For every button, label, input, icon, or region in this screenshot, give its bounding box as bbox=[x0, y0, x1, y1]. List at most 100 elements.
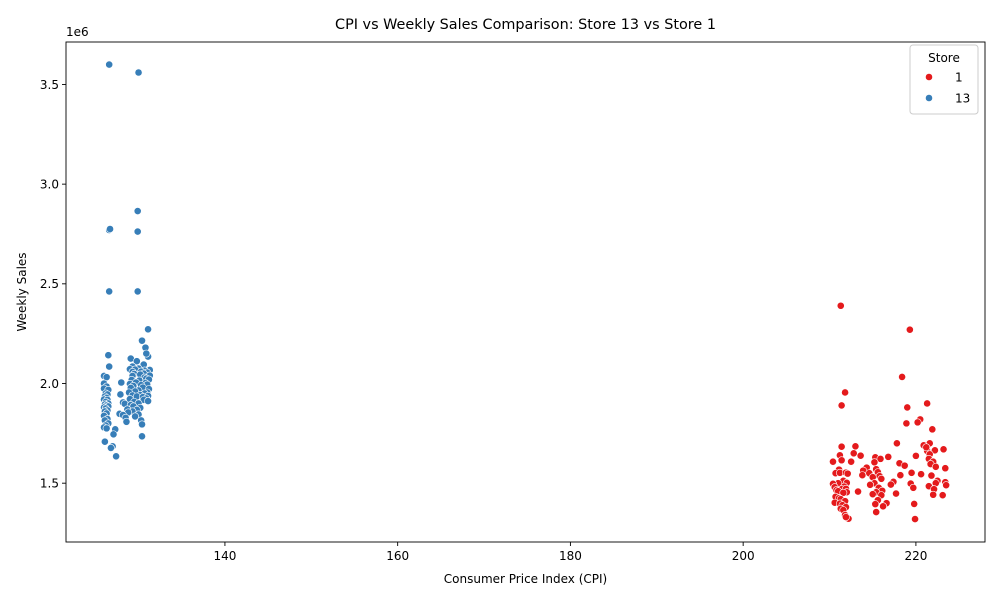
data-point-store-1 bbox=[854, 487, 862, 496]
data-point-store-13 bbox=[144, 397, 152, 405]
x-tick-label: 140 bbox=[213, 549, 236, 563]
data-point-store-1 bbox=[843, 469, 852, 478]
data-point-store-1 bbox=[836, 301, 845, 310]
data-point-store-13 bbox=[144, 325, 152, 334]
data-point-store-1 bbox=[923, 399, 932, 408]
plot-area bbox=[65, 41, 986, 543]
legend: Store 1 13 bbox=[909, 44, 979, 115]
data-point-store-1 bbox=[917, 470, 925, 479]
x-axis-ticks: 140 160 180 200 220 bbox=[213, 542, 927, 563]
data-point-store-1 bbox=[879, 502, 887, 511]
data-point-store-13 bbox=[133, 207, 142, 215]
data-point-store-1 bbox=[928, 425, 937, 434]
data-point-store-1 bbox=[856, 451, 865, 460]
data-point-store-1 bbox=[837, 442, 846, 451]
data-point-store-1 bbox=[898, 373, 906, 381]
data-point-store-13 bbox=[131, 412, 139, 421]
data-point-store-13 bbox=[104, 351, 113, 360]
data-point-store-1 bbox=[847, 457, 856, 466]
y-tick-label: 2.5 bbox=[40, 277, 59, 291]
data-point-store-13 bbox=[133, 287, 142, 296]
data-point-store-1 bbox=[931, 462, 940, 471]
data-point-store-13 bbox=[102, 424, 111, 433]
data-point-store-1 bbox=[922, 443, 931, 452]
y-axis-label: Weekly Sales bbox=[15, 252, 29, 331]
data-point-store-1 bbox=[905, 325, 914, 334]
data-point-store-13 bbox=[133, 227, 142, 236]
chart-title: CPI vs Weekly Sales Comparison: Store 13… bbox=[335, 17, 716, 33]
data-point-store-1 bbox=[907, 468, 916, 477]
data-point-store-13 bbox=[134, 68, 143, 77]
data-point-store-13 bbox=[106, 225, 114, 233]
data-point-store-13 bbox=[112, 452, 120, 461]
data-point-store-1 bbox=[941, 464, 950, 473]
data-point-store-1 bbox=[886, 480, 895, 489]
data-point-store-1 bbox=[929, 490, 938, 499]
data-point-store-1 bbox=[902, 419, 911, 428]
data-point-store-1 bbox=[872, 508, 881, 516]
data-point-store-1 bbox=[903, 403, 912, 412]
y-tick-label: 3.0 bbox=[40, 177, 59, 191]
data-point-store-1 bbox=[927, 471, 936, 480]
data-point-store-1 bbox=[871, 500, 880, 509]
data-point-store-13 bbox=[132, 357, 141, 366]
data-point-store-1 bbox=[911, 515, 919, 523]
y-axis-ticks: 1.5 2.0 2.5 3.0 3.5 bbox=[40, 78, 66, 490]
legend-marker-store-13 bbox=[925, 94, 933, 102]
legend-title: Store bbox=[928, 51, 960, 65]
data-point-store-1 bbox=[866, 480, 875, 489]
data-point-store-1 bbox=[884, 452, 893, 461]
data-point-store-13 bbox=[122, 417, 131, 426]
scatter-points bbox=[100, 60, 951, 523]
x-axis-label: Consumer Price Index (CPI) bbox=[444, 572, 607, 586]
data-point-store-1 bbox=[876, 454, 885, 463]
y-offset-label: 1e6 bbox=[66, 25, 89, 39]
data-point-store-1 bbox=[912, 451, 920, 460]
data-point-store-1 bbox=[913, 418, 922, 427]
data-point-store-1 bbox=[868, 490, 877, 499]
data-point-store-1 bbox=[841, 388, 849, 397]
y-tick-label: 1.5 bbox=[40, 476, 59, 490]
data-point-store-1 bbox=[849, 449, 858, 458]
data-point-store-13 bbox=[105, 60, 114, 69]
data-point-store-1 bbox=[837, 401, 846, 410]
data-point-store-1 bbox=[942, 481, 951, 490]
x-tick-label: 180 bbox=[559, 549, 582, 563]
data-point-store-13 bbox=[117, 378, 126, 387]
data-point-store-1 bbox=[893, 439, 901, 448]
data-point-store-1 bbox=[829, 457, 837, 466]
data-point-store-1 bbox=[851, 442, 860, 451]
data-point-store-1 bbox=[931, 446, 939, 455]
data-point-store-13 bbox=[109, 430, 118, 439]
data-point-store-1 bbox=[910, 500, 919, 508]
data-point-store-1 bbox=[837, 456, 846, 465]
data-point-store-13 bbox=[100, 437, 109, 446]
data-point-store-13 bbox=[116, 390, 125, 399]
x-tick-label: 220 bbox=[904, 549, 927, 563]
data-point-store-1 bbox=[896, 471, 905, 480]
y-tick-label: 2.0 bbox=[40, 377, 59, 391]
y-tick-label: 3.5 bbox=[40, 78, 59, 92]
data-point-store-1 bbox=[842, 513, 850, 521]
data-point-store-13 bbox=[107, 444, 115, 452]
legend-label-store-13: 13 bbox=[955, 92, 970, 106]
x-tick-label: 200 bbox=[732, 549, 755, 563]
data-point-store-13 bbox=[105, 362, 114, 371]
data-point-store-1 bbox=[858, 471, 867, 480]
data-point-store-13 bbox=[142, 349, 151, 358]
data-point-store-1 bbox=[870, 458, 879, 467]
data-point-store-13 bbox=[138, 420, 146, 429]
data-point-store-1 bbox=[877, 474, 886, 483]
data-point-store-1 bbox=[939, 445, 948, 454]
legend-marker-store-1 bbox=[925, 73, 933, 81]
data-point-store-13 bbox=[138, 336, 146, 345]
data-point-store-1 bbox=[938, 491, 947, 500]
data-point-store-13 bbox=[138, 432, 146, 441]
legend-label-store-1: 1 bbox=[955, 71, 963, 85]
x-tick-label: 160 bbox=[386, 549, 409, 563]
data-point-store-1 bbox=[909, 483, 918, 492]
data-point-store-13 bbox=[105, 287, 114, 296]
data-point-store-1 bbox=[892, 489, 900, 498]
data-point-store-1 bbox=[900, 461, 909, 470]
